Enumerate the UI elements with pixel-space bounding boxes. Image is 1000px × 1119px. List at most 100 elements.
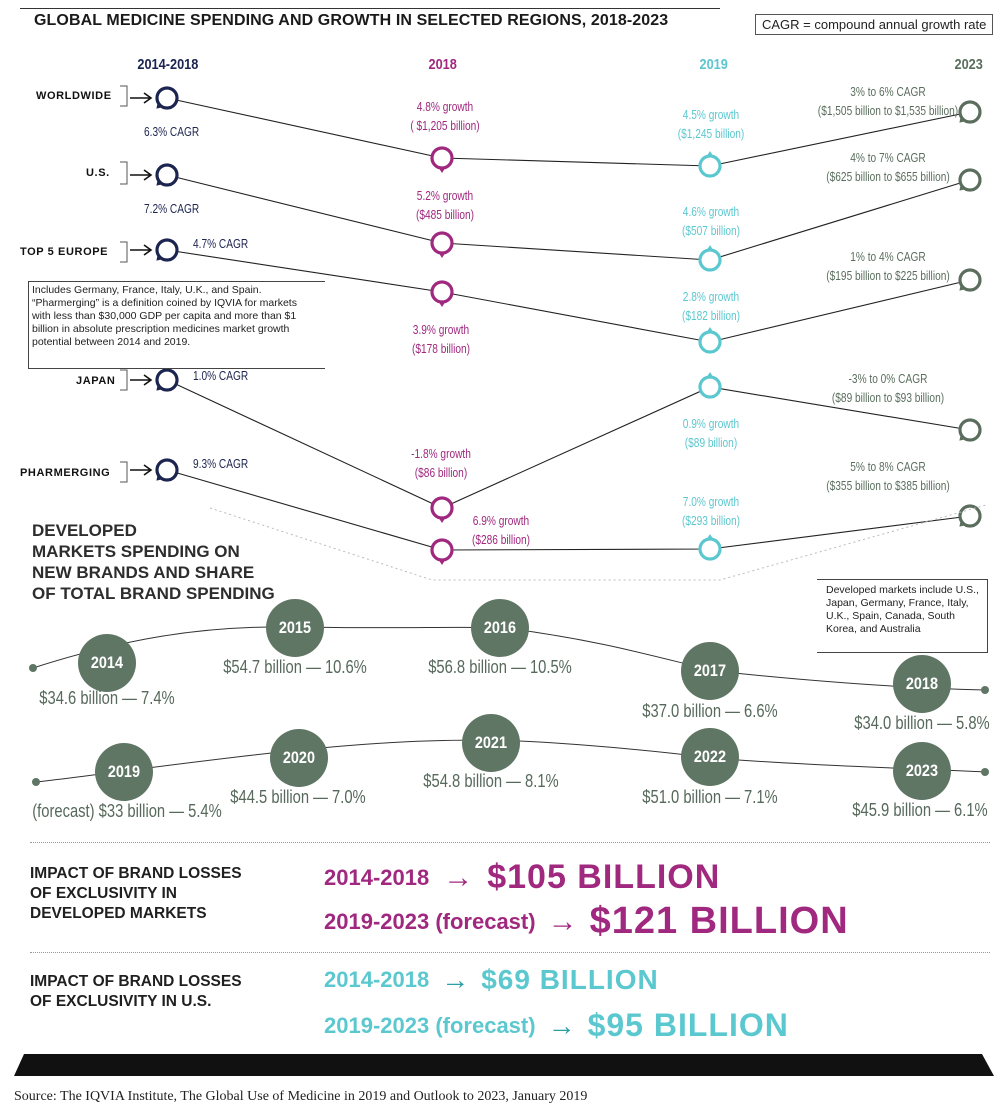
growth-text: 0.9% growth — [682, 416, 740, 431]
curve-end-dot — [981, 686, 989, 694]
period-label: 2014-2018 — [324, 967, 430, 992]
bottom-band — [14, 1054, 994, 1076]
year-circle-2023: 2023 — [893, 742, 951, 800]
cagr-label-europe: 4.7% CAGR — [193, 236, 249, 251]
arrow-right-icon — [130, 464, 153, 476]
period-label: 2019-2023 (forecast) — [324, 1012, 536, 1038]
cagr-text: -3% to 0% CAGR — [848, 371, 928, 386]
value-text: ($485 billion) — [415, 207, 475, 222]
europe-pharmerging-note: Includes Germany, France, Italy, U.K., a… — [32, 284, 297, 348]
row-label-japan: JAPAN — [76, 375, 116, 387]
curve-end-dot — [981, 768, 989, 776]
growth-text: 2.8% growth — [682, 289, 740, 304]
growth-text: 6.9% growth — [472, 513, 530, 528]
curve-start-dot — [29, 664, 37, 672]
source-note: Source: The IQVIA Institute, The Global … — [14, 1089, 588, 1104]
value-text: ($355 billion to $385 billion) — [826, 478, 950, 493]
label-2023-pharmerging: 5% to 8% CAGR ($355 billion to $385 billi… — [802, 457, 974, 495]
pin-marker-europe-1 — [430, 280, 454, 307]
label-2018-pharmerging: 6.9% growth ($286 billion) — [443, 511, 560, 549]
curve-start-dot — [32, 778, 40, 786]
growth-text: 4.8% growth — [416, 99, 474, 114]
brand-label-2017: $37.0 billion — 6.6% — [642, 701, 778, 721]
pin-marker-europe-0 — [155, 238, 179, 262]
arrow-right-icon: → — [443, 860, 474, 894]
cagr-text: 5% to 8% CAGR — [850, 459, 926, 474]
brand-label-2016: $56.8 billion — 10.5% — [428, 657, 572, 677]
pin-marker-us-1 — [430, 231, 454, 258]
brand-label-2015: $54.7 billion — 10.6% — [223, 657, 367, 677]
label-2023-worldwide: 3% to 6% CAGR ($1,505 billion to $1,535 b… — [802, 82, 974, 120]
row-label-us: U.S. — [86, 167, 110, 179]
row-label-pharmerging: PHARMERGING — [20, 467, 111, 479]
label-2019-pharmerging: 7.0% growth ($293 billion) — [653, 492, 770, 530]
cagr-label-us: 7.2% CAGR — [144, 201, 200, 216]
title-line: IMPACT OF BRAND LOSSES — [30, 973, 242, 990]
cagr-label-worldwide: 6.3% CAGR — [144, 124, 200, 139]
value-text: ($1,505 billion to $1,535 billion) — [817, 103, 959, 118]
pin-marker-europe-2 — [698, 327, 722, 354]
period-label: 2019-2023 (forecast) — [324, 908, 536, 934]
label-2023-japan: -3% to 0% CAGR ($89 billion to $93 billio… — [802, 369, 974, 407]
value-text: ($178 billion) — [411, 341, 471, 356]
label-2023-us: 4% to 7% CAGR ($625 billion to $655 billi… — [802, 148, 974, 186]
pin-marker-europe-3 — [958, 268, 982, 292]
value-text: ($182 billion) — [681, 308, 741, 323]
value-text: ($86 billion) — [414, 465, 468, 480]
pin-marker-pharmerging-2 — [698, 534, 722, 561]
value-text: ($195 billion to $225 billion) — [826, 268, 950, 283]
arrow-right-icon — [130, 374, 153, 386]
title-line: NEW BRANDS AND SHARE — [32, 563, 255, 582]
arrow-right-icon — [130, 244, 153, 256]
year-circle-2017: 2017 — [681, 642, 739, 700]
growth-text: 7.0% growth — [682, 494, 740, 509]
growth-text: -1.8% growth — [411, 446, 471, 461]
value-text: ($293 billion) — [681, 513, 741, 528]
pin-marker-us-2 — [698, 245, 722, 272]
column-header-2023: 2023 — [954, 56, 983, 73]
impact-value: $69 BILLION — [481, 964, 659, 995]
year-circle-2022: 2022 — [681, 728, 739, 786]
impact-value: $121 BILLION — [589, 900, 849, 942]
series-line-pharmerging — [166, 469, 971, 551]
cagr-legend-box: CAGR = compound annual growth rate — [755, 14, 994, 35]
impact-us-title: IMPACT OF BRAND LOSSES OF EXCLUSIVITY IN… — [30, 972, 242, 1012]
impact-developed-row-1: 2014-2018 → $105 BILLION — [324, 858, 720, 897]
brand-label-2019: (forecast) $33 billion — 5.4% — [32, 801, 222, 821]
pin-marker-japan-3 — [958, 418, 982, 442]
value-text: ( $1,205 billion) — [410, 118, 480, 133]
column-header-2019: 2019 — [699, 56, 728, 73]
dev-note-bracket — [817, 579, 988, 653]
growth-text: 3.9% growth — [412, 322, 470, 337]
pin-marker-us-3 — [958, 168, 982, 192]
brand-label-2014: $34.6 billion — 7.4% — [39, 688, 175, 708]
title-line: DEVELOPED MARKETS — [30, 905, 207, 922]
year-circle-2021: 2021 — [462, 714, 520, 772]
pin-marker-worldwide-3 — [958, 100, 982, 124]
series-line-worldwide — [166, 97, 971, 167]
growth-text: 4.5% growth — [682, 107, 740, 122]
impact-developed-title: IMPACT OF BRAND LOSSES OF EXCLUSIVITY IN… — [30, 864, 242, 924]
arrow-right-icon — [130, 92, 153, 104]
label-2019-europe: 2.8% growth ($182 billion) — [653, 287, 770, 325]
chart-title: GLOBAL MEDICINE SPENDING AND GROWTH IN S… — [34, 12, 669, 29]
series-line-japan — [166, 379, 971, 509]
pin-marker-japan-0 — [155, 368, 179, 392]
divider — [30, 952, 990, 953]
cagr-label-pharmerging: 9.3% CAGR — [193, 456, 249, 471]
pin-marker-pharmerging-0 — [155, 458, 179, 482]
row-label-top5-europe: TOP 5 EUROPE — [20, 246, 109, 258]
period-label: 2014-2018 — [324, 864, 430, 890]
year-circle-2016: 2016 — [471, 599, 529, 657]
impact-value: $95 BILLION — [587, 1007, 789, 1043]
title-line: OF EXCLUSIVITY IN U.S. — [30, 993, 212, 1010]
growth-text: 5.2% growth — [416, 188, 474, 203]
label-2018-japan: -1.8% growth ($86 billion) — [383, 444, 500, 482]
cagr-text: 4% to 7% CAGR — [850, 150, 926, 165]
title-line: MARKETS SPENDING ON — [32, 542, 240, 561]
impact-value: $105 BILLION — [487, 858, 721, 896]
value-text: ($507 billion) — [681, 223, 741, 238]
region-lines-chart — [120, 85, 987, 581]
impact-us-row-2: 2019-2023 (forecast) → $95 BILLION — [324, 1007, 789, 1044]
pin-marker-japan-1 — [430, 496, 454, 523]
